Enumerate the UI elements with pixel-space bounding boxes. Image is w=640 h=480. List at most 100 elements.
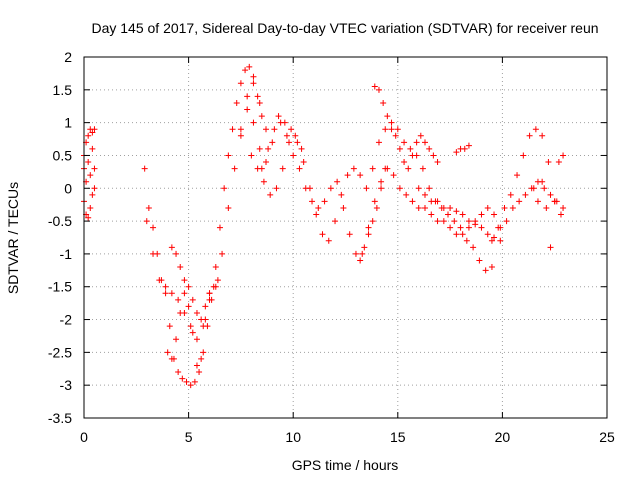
data-point [382,165,389,172]
data-point [150,250,157,257]
data-point [407,145,414,152]
data-point [242,67,249,74]
data-point [260,178,267,185]
data-point [409,152,416,159]
data-point [413,139,420,146]
data-point [401,159,408,166]
data-point [401,139,408,146]
data-point [534,198,541,205]
data-point [193,309,200,316]
data-point [472,221,479,228]
data-point [357,172,364,179]
data-point [162,283,169,290]
data-point [541,185,548,192]
data-point [300,159,307,166]
data-point [237,80,244,87]
data-point [85,214,92,221]
data-point [390,172,397,179]
x-tick-label: 25 [599,429,615,445]
data-point [185,303,192,310]
data-point [421,191,428,198]
series-s3 [81,145,98,185]
data-point [371,198,378,205]
data-point [91,165,98,172]
series-s4 [141,63,265,389]
data-point [265,145,272,152]
data-point [440,218,447,225]
data-point [560,204,567,211]
data-point [434,159,441,166]
data-point [198,355,205,362]
data-point [164,349,171,356]
plot-frame [83,56,608,419]
series-s8 [237,106,495,274]
data-point [557,211,564,218]
data-point [250,119,257,126]
data-point [233,99,240,106]
data-point [237,132,244,139]
data-point [459,211,466,218]
data-point [141,165,148,172]
data-point [87,172,94,179]
data-point [434,198,441,205]
data-point [175,369,182,376]
series-s15 [357,165,389,264]
data-point [526,132,533,139]
data-point [168,244,175,251]
data-point [503,218,510,225]
data-point [91,185,98,192]
data-point [212,264,219,271]
data-point [501,204,508,211]
data-point [225,152,232,159]
x-tick-label: 0 [80,429,88,445]
y-axis-label: SDTVAR / TECUs [5,182,21,294]
data-point [85,159,92,166]
data-point [145,204,152,211]
data-point [555,159,562,166]
data-point [181,277,188,284]
y-tick-label: -3 [60,377,73,393]
data-point [478,211,485,218]
data-point [189,296,196,303]
data-point [216,224,223,231]
tick-labels: 0 5 10 15 20 25 -3.5 -3 -2.5 -2 -1.5 -1 -0.5 0 0.5 1 1.5… [48,49,615,445]
data-point [373,204,380,211]
data-point [461,145,468,152]
data-point [421,139,428,146]
data-point [363,185,370,192]
series-s7 [168,244,213,323]
data-point [545,159,552,166]
data-point [421,204,428,211]
data-point [365,231,372,238]
data-point [378,185,385,192]
data-point [495,224,502,231]
data-point [273,185,280,192]
data-point [445,211,452,218]
data-point [315,204,322,211]
data-point [507,191,514,198]
data-point [313,211,320,218]
data-point [352,250,359,257]
data-point [459,231,466,238]
y-tick-label: 0 [64,180,72,196]
data-point [465,218,472,225]
x-tick-label: 5 [185,429,193,445]
data-point [522,191,529,198]
data-point [229,126,236,133]
data-point [256,99,263,106]
data-point [375,139,382,146]
data-point [539,178,546,185]
data-point [277,119,284,126]
data-point [91,126,98,133]
data-point [258,113,265,120]
data-point [250,80,257,87]
data-point [187,382,194,389]
data-point [346,231,353,238]
series-s11 [453,142,472,156]
y-tick-label: -0.5 [48,213,72,229]
data-point [491,234,498,241]
data-point [482,267,489,274]
data-point [338,191,345,198]
data-point [547,191,554,198]
